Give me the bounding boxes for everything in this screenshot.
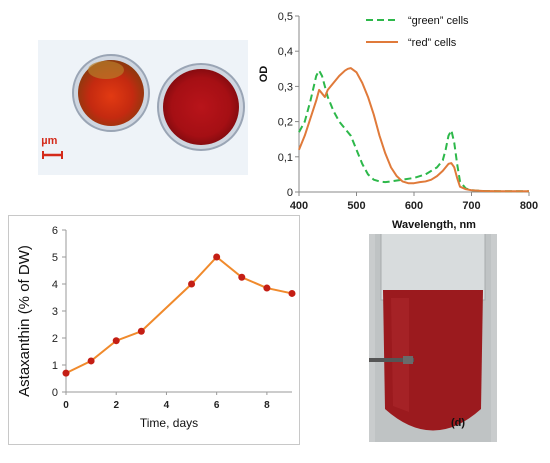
series-line-red-cells <box>298 67 529 193</box>
x-tick-label: 400 <box>290 200 308 212</box>
x-tick-label: 2 <box>113 400 119 411</box>
data-point <box>62 369 70 377</box>
red-cell <box>163 69 239 145</box>
y-tick-label: 4 <box>52 279 58 291</box>
panel-label: (d) <box>451 417 465 429</box>
astaxanthin-panel: 0 1 2 3 4 5 6 0 2 4 6 8 Time, days Astaxanthin (% o… <box>8 215 300 445</box>
y-tick-label: 5 <box>52 252 58 264</box>
absorption-spectrum-chart: 0 0,1 0,2 0,3 0,4 0,5 400 500 600 700 800 “green” … <box>258 11 538 231</box>
scale-bar-label: 10 µm <box>38 135 58 147</box>
x-tick-label: 700 <box>462 200 480 212</box>
x-tick-label: 8 <box>264 400 270 411</box>
legend-label: “red” cells <box>408 37 457 49</box>
y-tick-label: 1 <box>52 360 58 372</box>
y-tick-label: 0,4 <box>278 46 293 58</box>
cell-micrograph-panel: 10 µm <box>26 40 248 175</box>
data-point <box>263 284 271 292</box>
culture-tube-photo: (d) <box>369 229 497 442</box>
y-tick-label: 0,2 <box>278 117 293 129</box>
x-axis-title: Time, days <box>140 416 198 430</box>
x-tick-label: 500 <box>347 200 365 212</box>
astaxanthin-chart: 0 1 2 3 4 5 6 0 2 4 6 8 Time, days Astaxanthin (% o… <box>16 225 296 430</box>
culture-tube-photo-panel: (d) <box>369 229 497 442</box>
data-point <box>188 280 196 288</box>
cell-micrograph: 10 µm <box>26 54 245 159</box>
legend-label: “green” cells <box>408 15 469 27</box>
y-axis-title: Astaxanthin (% of DW) <box>16 245 33 397</box>
data-point <box>238 273 246 281</box>
y-tick-label: 0,5 <box>278 11 293 23</box>
y-tick-label: 0,3 <box>278 81 293 93</box>
y-tick-label: 0,1 <box>278 152 293 164</box>
y-tick-label: 0 <box>52 387 58 399</box>
data-point <box>87 357 95 365</box>
y-tick-label: 3 <box>52 306 58 318</box>
data-point <box>112 337 120 345</box>
x-axis-title: Wavelength, nm <box>392 219 476 230</box>
y-tick-label: 2 <box>52 333 58 345</box>
data-point <box>288 289 296 297</box>
y-tick-label: 6 <box>52 225 58 237</box>
x-tick-label: 600 <box>405 200 423 212</box>
x-tick-label: 0 <box>63 400 69 411</box>
absorption-spectrum-panel: 0 0,1 0,2 0,3 0,4 0,5 400 500 600 700 800 “green” … <box>258 0 550 231</box>
x-tick-label: 800 <box>520 200 538 212</box>
x-tick-label: 4 <box>164 400 170 411</box>
series-line-green-cells <box>298 69 529 193</box>
y-tick-label: 0 <box>287 187 293 199</box>
x-tick-label: 6 <box>214 400 220 411</box>
astaxanthin-line <box>65 255 293 375</box>
data-point <box>137 327 145 335</box>
y-axis-title: OD <box>258 66 270 83</box>
data-point <box>213 253 221 261</box>
